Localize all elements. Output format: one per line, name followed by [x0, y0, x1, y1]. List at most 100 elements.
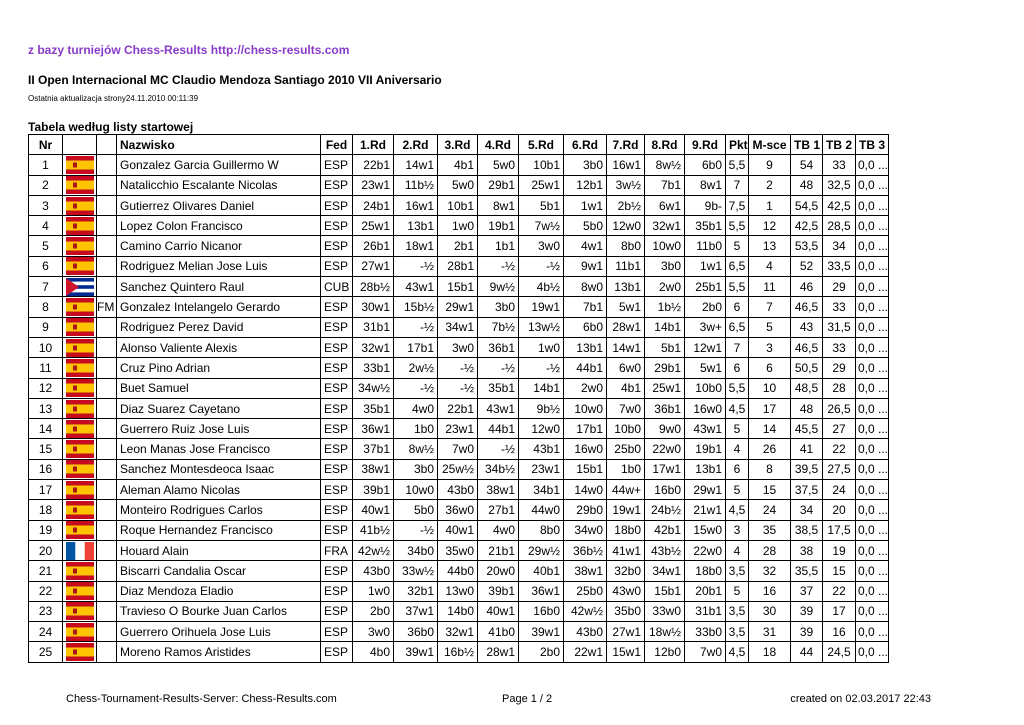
source-link[interactable]: z bazy turniejów Chess-Results http://ch… — [28, 43, 350, 57]
flag — [62, 235, 97, 257]
flag — [62, 641, 97, 663]
round-result: 34w1 — [437, 316, 478, 338]
round-result: 19b1 — [684, 438, 726, 460]
player-title — [96, 580, 117, 602]
round-result: 8b0 — [606, 235, 645, 257]
player-title — [96, 154, 117, 176]
points: 4 — [725, 539, 749, 562]
tb2: 33 — [822, 336, 856, 359]
round-result: 39w1 — [518, 621, 564, 643]
player-title — [96, 600, 117, 623]
flag — [62, 600, 97, 623]
round-result: 19w1 — [606, 499, 645, 521]
player-title — [96, 641, 117, 663]
player-row: 1 Gonzalez Garcia Guillermo W ESP 22b1 14w1 4… — [28, 154, 889, 176]
column-header: 2.Rd — [393, 133, 438, 156]
round-result: 18w½ — [644, 621, 685, 643]
player-row: 17 Aleman Alamo Nicolas ESP 39b1 10w0 43b0 38w… — [28, 479, 889, 501]
tb2: 22 — [822, 580, 856, 602]
tb1: 38,5 — [790, 519, 823, 541]
tb2: 33 — [822, 154, 856, 176]
player-row: 5 Camino Carrio Nicanor ESP 26b1 18w1 2b1 1b1 3… — [28, 235, 889, 257]
player-row: 10 Alonso Valiente Alexis ESP 32w1 17b1 3w0 36… — [28, 336, 889, 359]
federation: FRA — [320, 539, 353, 562]
round-result: 12w0 — [518, 418, 564, 440]
column-header: TB 3 — [855, 133, 889, 156]
flag — [62, 519, 97, 541]
round-result: 9w½ — [477, 276, 519, 298]
points: 6 — [725, 357, 749, 379]
round-result: 44b0 — [437, 560, 478, 582]
nr: 22 — [28, 580, 63, 602]
start-list-table: Nr Nazwisko Fed 1.Rd 2.Rd 3.Rd 4.Rd 5.Rd 6.Rd 7.R… — [28, 133, 889, 663]
player-name: Camino Carrio Nicanor — [116, 235, 321, 257]
tb1: 53,5 — [790, 235, 823, 257]
place: 35 — [748, 519, 791, 541]
player-name: Sanchez Montesdeoca Isaac — [116, 458, 321, 481]
column-header: 8.Rd — [644, 133, 685, 156]
tb3: 0,0 ... — [855, 539, 889, 562]
federation: CUB — [320, 276, 353, 298]
player-name: Rodriguez Melian Jose Luis — [116, 255, 321, 278]
place: 24 — [748, 499, 791, 521]
round-result: 2b1 — [437, 235, 478, 257]
place: 17 — [748, 397, 791, 420]
points: 7,5 — [725, 194, 749, 217]
round-result: 1w1 — [684, 255, 726, 278]
place: 31 — [748, 621, 791, 643]
tb1: 34 — [790, 499, 823, 521]
round-result: 41b½ — [352, 519, 394, 541]
nr: 9 — [28, 316, 63, 338]
place: 8 — [748, 458, 791, 481]
tb1: 54,5 — [790, 194, 823, 217]
place: 14 — [748, 418, 791, 440]
footer-right: created on 02.03.2017 22:43 — [790, 693, 931, 705]
player-title — [96, 336, 117, 359]
tb3: 0,0 ... — [855, 194, 889, 217]
round-result: 22w0 — [684, 539, 726, 562]
round-result: 17b1 — [393, 336, 438, 359]
flag — [62, 336, 97, 359]
nr: 12 — [28, 377, 63, 399]
header-row: Nr Nazwisko Fed 1.Rd 2.Rd 3.Rd 4.Rd 5.Rd 6.Rd 7.R… — [28, 133, 889, 156]
round-result: 9b½ — [518, 397, 564, 420]
federation: ESP — [320, 580, 353, 602]
footer-left: Chess-Tournament-Results-Server: Chess-R… — [66, 693, 337, 705]
round-result: 25w1 — [518, 174, 564, 196]
round-result: 6b0 — [684, 154, 726, 176]
tournament-title: II Open Internacional MC Claudio Mendoza… — [28, 73, 442, 87]
tb1: 42,5 — [790, 215, 823, 237]
tb3: 0,0 ... — [855, 600, 889, 623]
flag-icon — [65, 622, 94, 641]
round-result: 1b½ — [644, 296, 685, 318]
federation: ESP — [320, 499, 353, 521]
tb1: 37,5 — [790, 479, 823, 501]
flag — [62, 458, 97, 481]
place: 13 — [748, 235, 791, 257]
tb3: 0,0 ... — [855, 276, 889, 298]
round-result: 8w½ — [393, 438, 438, 460]
flag — [62, 255, 97, 278]
round-result: 32b1 — [393, 580, 438, 602]
tb1: 39,5 — [790, 458, 823, 481]
round-result: 44b1 — [563, 357, 607, 379]
player-name: Diaz Suarez Cayetano — [116, 397, 321, 420]
round-result: 4b1 — [437, 154, 478, 176]
round-result: 21b1 — [477, 539, 519, 562]
player-title — [96, 499, 117, 521]
tb1: 46,5 — [790, 296, 823, 318]
federation: ESP — [320, 560, 353, 582]
nr: 16 — [28, 458, 63, 481]
flag-icon — [65, 582, 94, 601]
nr: 6 — [28, 255, 63, 278]
nr: 1 — [28, 154, 63, 176]
round-result: 7b1 — [644, 174, 685, 196]
player-title — [96, 519, 117, 541]
round-result: 5b1 — [518, 194, 564, 217]
tb2: 27 — [822, 418, 856, 440]
round-result: 1b0 — [606, 458, 645, 481]
round-result: 22w0 — [644, 438, 685, 460]
round-result: 43b0 — [563, 621, 607, 643]
column-header: 7.Rd — [606, 133, 645, 156]
column-header: 1.Rd — [352, 133, 394, 156]
